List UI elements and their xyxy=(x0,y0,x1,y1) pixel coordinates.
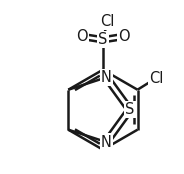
Text: S: S xyxy=(98,32,108,47)
Text: Cl: Cl xyxy=(100,14,115,29)
Text: O: O xyxy=(76,29,88,44)
Text: S: S xyxy=(125,102,135,117)
Text: N: N xyxy=(101,70,112,85)
Text: Cl: Cl xyxy=(149,71,163,86)
Text: O: O xyxy=(118,29,130,44)
Text: N: N xyxy=(101,135,112,149)
